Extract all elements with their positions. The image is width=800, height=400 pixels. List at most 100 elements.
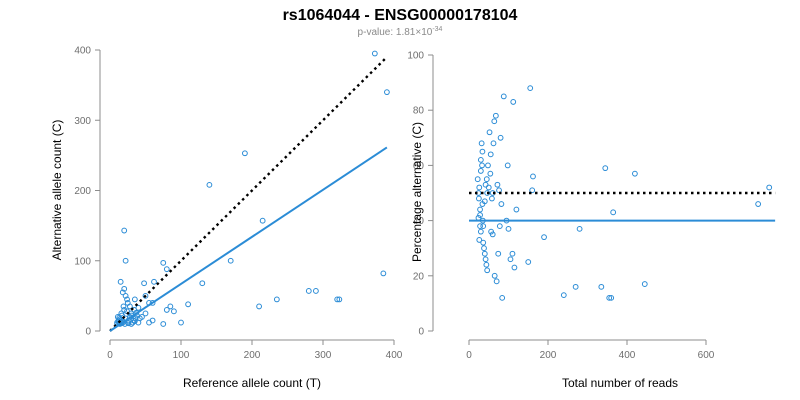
left-fit-line (109, 146, 388, 332)
right-data-point (602, 165, 609, 172)
left-data-point (142, 292, 149, 299)
left-points (114, 50, 390, 327)
left-data-point (121, 285, 128, 292)
right-data-point (484, 190, 491, 196)
right-data-point (491, 118, 498, 125)
left-data-point (178, 319, 184, 326)
left-data-point (167, 303, 174, 310)
chart-title: rs1064044 - ENSG00000178104 (283, 7, 518, 24)
left-ticks: 0 100 200 300 400 0 100 200 300 400 (74, 46, 402, 362)
left-scatter-panel: 0 100 200 300 400 0 100 200 300 400 Reference all… (50, 46, 403, 391)
right-points (474, 85, 773, 301)
right-data-point (477, 228, 484, 235)
right-data-point (598, 283, 605, 290)
right-data-point (498, 201, 505, 207)
right-x-tick-label: 400 (619, 350, 636, 361)
left-x-tick-label: 200 (244, 350, 261, 361)
left-data-point (273, 296, 280, 303)
right-data-point (477, 168, 484, 174)
right-data-point (513, 206, 520, 213)
right-data-point (610, 209, 617, 216)
left-x-tick-label: 400 (386, 350, 403, 361)
right-data-point (487, 151, 494, 158)
right-data-point (576, 225, 583, 232)
right-data-point (482, 181, 489, 188)
right-data-point (481, 245, 487, 252)
left-data-point (334, 296, 341, 303)
left-data-point (380, 270, 387, 277)
left-y-tick-label: 300 (74, 116, 91, 127)
right-data-point (606, 294, 613, 301)
left-data-point (131, 296, 138, 303)
right-y-tick-label: 20 (413, 271, 425, 282)
left-data-point (124, 296, 130, 303)
left-data-point (151, 278, 157, 285)
left-y-tick-label: 200 (74, 186, 91, 197)
right-data-point (497, 134, 504, 141)
left-data-point (122, 257, 129, 264)
left-data-point (119, 289, 126, 296)
right-data-point (489, 231, 496, 238)
right-data-point (641, 281, 648, 287)
right-lines (469, 191, 776, 222)
left-x-tick-label: 0 (107, 350, 113, 361)
right-data-point (479, 148, 486, 155)
left-data-point (259, 217, 266, 224)
right-data-point (505, 225, 512, 232)
left-data-point (126, 303, 133, 310)
right-data-point (766, 184, 773, 191)
right-data-point (560, 292, 567, 299)
left-y-tick-label: 100 (74, 256, 91, 267)
right-scatter-panel: 0 200 400 600 0 20 40 60 80 100 Total number of r… (407, 51, 776, 390)
right-data-point (496, 223, 503, 230)
right-data-point (484, 267, 491, 274)
left-data-point (160, 321, 167, 327)
left-data-point (121, 227, 128, 234)
left-data-point (149, 300, 156, 306)
right-data-point (504, 162, 511, 169)
left-data-point (163, 307, 170, 313)
left-y-axis-label: Alternative allele count (C) (50, 120, 64, 261)
right-data-point (489, 195, 495, 202)
left-data-point (199, 280, 206, 287)
right-data-point (525, 259, 532, 265)
right-x-tick-label: 600 (698, 350, 715, 361)
left-data-point (142, 310, 149, 317)
right-data-point (475, 195, 482, 202)
right-x-tick-label: 200 (540, 350, 557, 361)
right-data-point (495, 250, 502, 257)
left-x-tick-label: 100 (173, 350, 190, 361)
right-y-tick-label: 80 (413, 106, 425, 117)
right-y-axis-label: Percentage alternative (C) (410, 122, 424, 262)
right-data-point (509, 250, 516, 257)
right-data-point (480, 239, 487, 246)
left-y-tick-label: 400 (74, 46, 91, 57)
right-data-point (487, 170, 494, 177)
right-data-point (632, 170, 638, 177)
left-data-point (384, 89, 390, 96)
right-data-point (507, 256, 514, 263)
right-data-point (491, 272, 498, 279)
left-data-point (163, 266, 170, 273)
p-value-subtitle: p-value: 1.81×10-34 (358, 26, 443, 38)
right-data-point (474, 176, 481, 183)
p-value-exponent: -34 (432, 26, 442, 33)
left-data-point (160, 259, 167, 266)
right-data-point (755, 201, 762, 207)
right-data-point (510, 99, 517, 105)
right-data-point (477, 156, 484, 163)
right-ticks: 0 200 400 600 0 20 40 60 80 100 (407, 51, 714, 362)
right-data-point (479, 162, 485, 169)
right-data-point (493, 278, 500, 285)
left-data-point (171, 308, 177, 315)
right-data-point (480, 223, 487, 230)
right-data-point (572, 283, 579, 290)
right-data-point (486, 129, 493, 136)
right-data-point (499, 294, 506, 301)
right-data-point (482, 256, 489, 263)
right-data-point (476, 184, 483, 191)
left-data-point (313, 288, 319, 294)
right-data-point (490, 140, 497, 147)
left-data-point (120, 303, 127, 310)
